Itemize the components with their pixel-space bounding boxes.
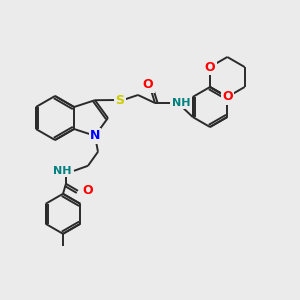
Text: S: S — [116, 94, 124, 106]
Text: NH: NH — [172, 98, 190, 108]
Text: O: O — [143, 79, 153, 92]
Text: O: O — [222, 91, 232, 103]
Text: O: O — [82, 184, 93, 197]
Text: N: N — [90, 129, 100, 142]
Text: NH: NH — [53, 166, 72, 176]
Text: O: O — [205, 61, 215, 74]
